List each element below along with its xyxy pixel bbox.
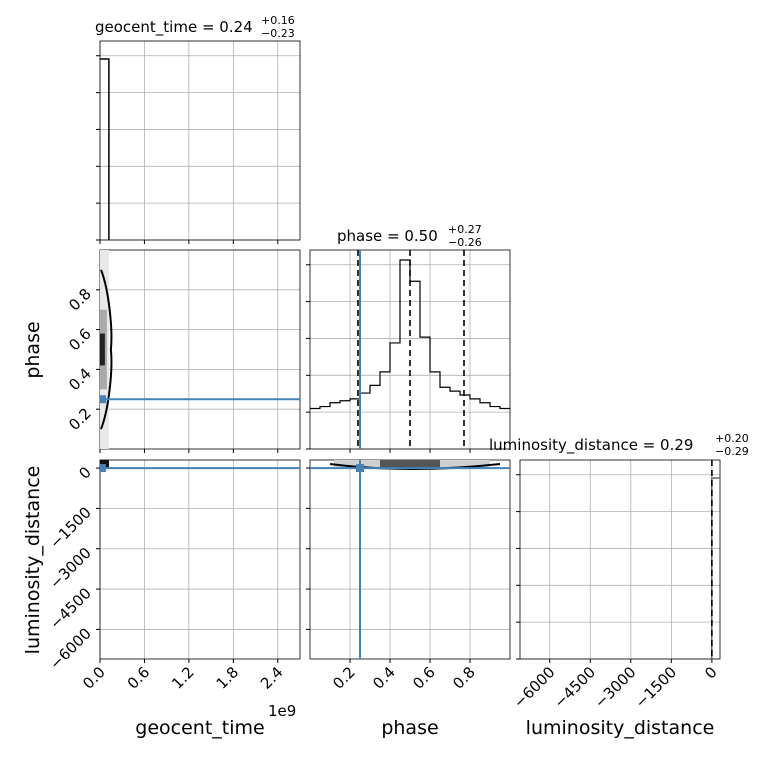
ylabel-luminosity-distance: luminosity_distance: [22, 466, 44, 655]
xtick-luminosity-distance: −3000: [591, 663, 640, 712]
ytick-luminosity-distance: −1500: [46, 504, 95, 553]
xtick-geocent-time: 1.8: [213, 663, 243, 693]
ytick-luminosity-distance: −6000: [46, 625, 95, 674]
xtick-geocent-time: 2.4: [257, 663, 287, 693]
svg-text:+0.16: +0.16: [261, 14, 295, 27]
svg-text:+0.20: +0.20: [715, 432, 749, 445]
xtick-luminosity-distance: 0: [701, 663, 720, 682]
contour-line: [100, 269, 113, 430]
xlabel-luminosity-distance: luminosity_distance: [526, 717, 715, 739]
ylabel-phase: phase: [22, 321, 44, 378]
xtick-geocent-time: 0.0: [79, 663, 109, 693]
svg-text:−0.29: −0.29: [715, 445, 749, 458]
ytick-phase: 0.2: [65, 404, 95, 434]
xlabel-phase: phase: [381, 717, 438, 739]
title-luminosity-distance: luminosity_distance = 0.29 +0.20 −0.29: [489, 432, 749, 458]
svg-text:luminosity_distance = 0.29: luminosity_distance = 0.29: [489, 436, 693, 455]
svg-text:−0.26: −0.26: [448, 236, 482, 249]
panel-frame: [99, 249, 301, 450]
xtick-geocent-time: 1.2: [168, 663, 198, 693]
xlabel-geocent-time: geocent_time: [135, 717, 264, 739]
ytick-luminosity-distance: 0: [75, 463, 94, 482]
panel-frame: [99, 40, 301, 241]
xtick-phase: 0.8: [449, 663, 479, 693]
histogram-geocent-time: [100, 58, 110, 240]
xtick-luminosity-distance: −1500: [632, 663, 681, 712]
density-peak: [100, 460, 109, 468]
density-core: [380, 460, 440, 468]
xtick-phase: 0.2: [329, 663, 359, 693]
xtick-phase: 0.6: [409, 663, 439, 693]
xtick-geocent-time: 0.6: [124, 663, 154, 693]
ytick-phase: 0.8: [65, 285, 95, 315]
ytick-luminosity-distance: −3000: [46, 544, 95, 593]
svg-text:phase = 0.50: phase = 0.50: [337, 227, 438, 245]
density-peak: [100, 333, 105, 366]
panel-frame: [99, 459, 301, 660]
xtick-phase: 0.4: [369, 663, 399, 693]
histogram-luminosity-distance: [711, 477, 720, 659]
svg-text:geocent_time = 0.24: geocent_time = 0.24: [95, 18, 253, 37]
x-offset-label: 1e9: [268, 702, 296, 720]
panel-frame: [519, 459, 721, 660]
ytick-phase: 0.4: [65, 365, 95, 395]
xtick-luminosity-distance: −6000: [510, 663, 559, 712]
svg-text:−0.23: −0.23: [261, 27, 295, 40]
title-phase: phase = 0.50 +0.27 −0.26: [337, 223, 482, 249]
truth-marker: [100, 395, 106, 404]
svg-text:+0.27: +0.27: [448, 223, 482, 236]
xtick-luminosity-distance: −4500: [550, 663, 599, 712]
ytick-luminosity-distance: −4500: [46, 584, 95, 633]
title-geocent-time: geocent_time = 0.24 +0.16 −0.23: [95, 14, 295, 40]
truth-marker: [356, 464, 364, 473]
truth-marker: [100, 464, 106, 473]
ytick-phase: 0.6: [65, 325, 95, 355]
